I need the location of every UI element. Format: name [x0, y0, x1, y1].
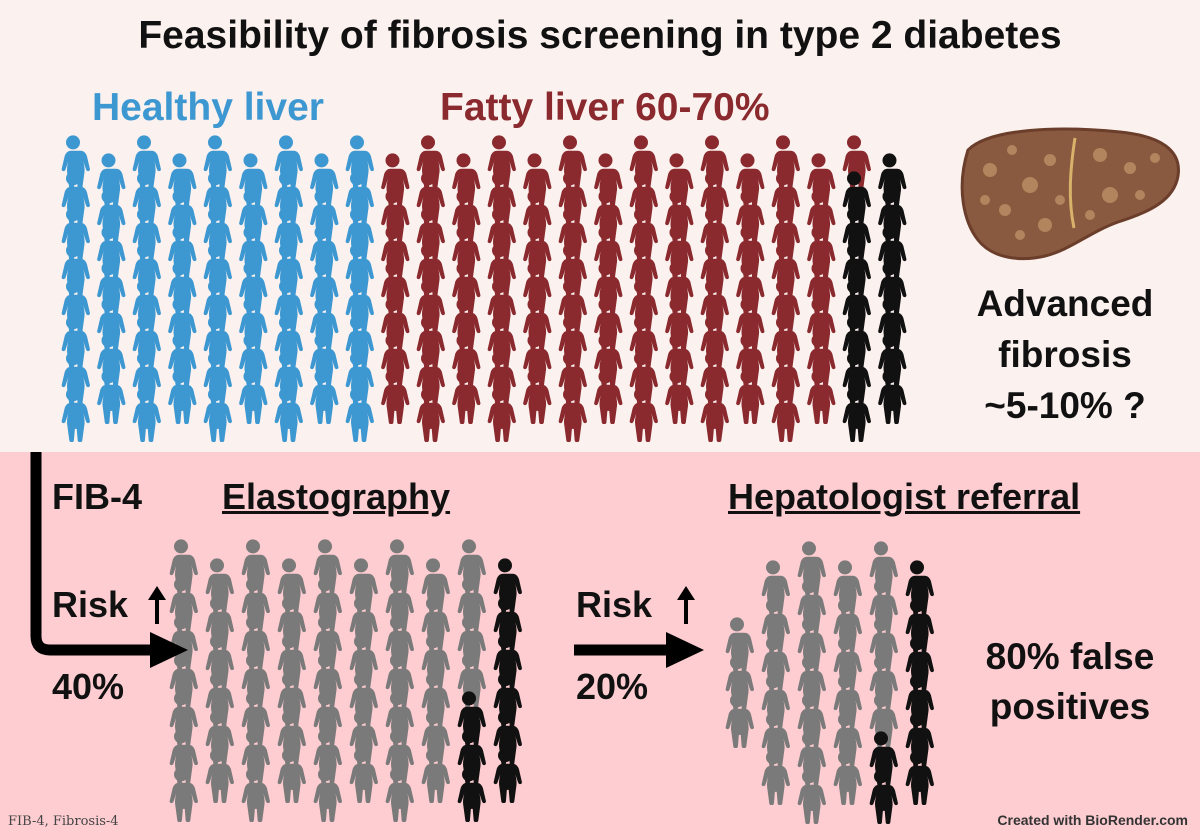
person-icon: [132, 387, 161, 442]
false-positive-line: positives: [989, 686, 1151, 727]
risk-label-step2: Risk: [576, 584, 653, 625]
percent-step2: 20%: [576, 666, 649, 707]
person-icon: [833, 750, 862, 805]
person-icon: [274, 387, 303, 442]
person-icon: [416, 387, 445, 442]
person-icon: [629, 387, 658, 442]
false-positive-label: 80% false positives: [950, 632, 1190, 732]
person-icon: [771, 387, 800, 442]
person-icon: [594, 369, 623, 424]
risk-label-step1: Risk: [52, 584, 129, 625]
person-icon: [869, 769, 898, 824]
person-icon: [558, 387, 587, 442]
person-icon: [97, 369, 126, 424]
person-icon: [385, 767, 414, 822]
person-icon: [421, 748, 450, 803]
abbreviation-footnote: FIB-4, Fibrosis-4: [8, 814, 119, 829]
person-icon: [381, 369, 410, 424]
person-icon: [797, 769, 826, 824]
person-icon: [349, 748, 378, 803]
arrow-up-icon: [148, 586, 166, 624]
percent-step1: 40%: [52, 666, 125, 707]
person-icon: [493, 748, 522, 803]
liver-icon: [960, 127, 1180, 261]
person-icon: [842, 387, 871, 442]
hepatologist-referral-heading: Hepatologist referral: [728, 476, 1081, 517]
person-icon: [487, 387, 516, 442]
advanced-fibrosis-line: Advanced: [976, 283, 1154, 324]
advanced-fibrosis-label: Advanced fibrosis ~5-10% ?: [940, 278, 1190, 431]
person-icon: [61, 387, 90, 442]
fib4-flow-arrow: [30, 452, 188, 668]
person-icon: [807, 369, 836, 424]
person-icon: [205, 748, 234, 803]
false-positive-line: 80% false: [985, 636, 1155, 677]
population-crowd: [61, 135, 907, 442]
fatty-liver-label: Fatty liver 60-70%: [440, 86, 770, 129]
fib4-label: FIB-4: [52, 476, 142, 517]
person-icon: [665, 369, 694, 424]
person-icon: [878, 369, 907, 424]
person-icon: [761, 750, 790, 805]
person-icon: [700, 387, 729, 442]
advanced-fibrosis-line: fibrosis: [998, 334, 1132, 375]
arrow-up-icon: [677, 586, 695, 624]
referral-crowd: [725, 541, 934, 824]
person-icon: [169, 767, 198, 822]
elastography-heading: Elastography: [222, 476, 451, 517]
person-icon: [310, 369, 339, 424]
person-icon: [736, 369, 765, 424]
person-icon: [239, 369, 268, 424]
referral-flow-arrow: [574, 632, 704, 668]
person-icon: [457, 767, 486, 822]
person-icon: [168, 369, 197, 424]
advanced-fibrosis-line: ~5-10% ?: [984, 385, 1146, 426]
person-icon: [725, 693, 754, 748]
person-icon: [203, 387, 232, 442]
person-icon: [345, 387, 374, 442]
person-icon: [277, 748, 306, 803]
biorender-credit: Created with BioRender.com: [997, 812, 1188, 828]
person-icon: [241, 767, 270, 822]
healthy-liver-label: Healthy liver: [92, 86, 324, 129]
elastography-crowd: [169, 539, 522, 822]
person-icon: [523, 369, 552, 424]
person-icon: [313, 767, 342, 822]
person-icon: [905, 750, 934, 805]
person-icon: [452, 369, 481, 424]
figure-title: Feasibility of fibrosis screening in typ…: [138, 14, 1062, 57]
